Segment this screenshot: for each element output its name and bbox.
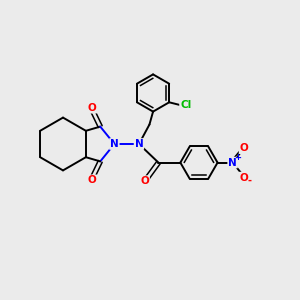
Text: O: O xyxy=(88,175,96,185)
Text: O: O xyxy=(140,176,149,186)
Text: O: O xyxy=(240,172,248,183)
Text: N: N xyxy=(110,139,119,149)
Text: Cl: Cl xyxy=(180,100,191,110)
Text: O: O xyxy=(240,143,248,153)
Text: +: + xyxy=(234,153,241,162)
Text: -: - xyxy=(247,176,251,186)
Text: O: O xyxy=(88,103,96,113)
Text: N: N xyxy=(135,139,143,149)
Text: N: N xyxy=(228,158,237,168)
